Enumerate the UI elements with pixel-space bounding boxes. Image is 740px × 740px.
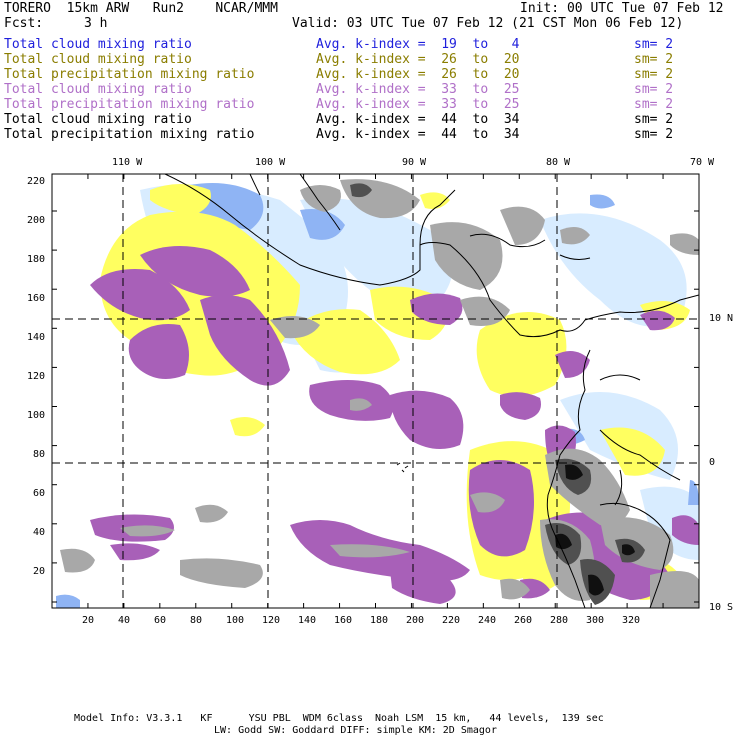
y-tick-label: 80 bbox=[33, 449, 46, 460]
x-tick-label: 60 bbox=[154, 615, 167, 626]
legend-index: Avg. k-index = 26 to 20 bbox=[316, 67, 520, 82]
legend-field: Total precipitation mixing ratio bbox=[4, 127, 255, 142]
legend-index: Avg. k-index = 33 to 25 bbox=[316, 82, 520, 97]
x-tick-label: 180 bbox=[370, 615, 389, 626]
legend-sm: sm= 2 bbox=[634, 82, 674, 97]
legend-field: Total cloud mixing ratio bbox=[4, 82, 192, 97]
lat-label: 0 bbox=[709, 457, 716, 468]
y-tick-label: 100 bbox=[27, 410, 46, 421]
x-tick-label: 200 bbox=[406, 615, 425, 626]
x-tick-label: 220 bbox=[442, 615, 461, 626]
x-tick-label: 260 bbox=[514, 615, 533, 626]
model-title: TORERO 15km ARW Run2 NCAR/MMM bbox=[4, 1, 278, 16]
legend-sm: sm= 2 bbox=[634, 127, 674, 142]
legend-sm: sm= 2 bbox=[634, 112, 674, 127]
x-tick-label: 280 bbox=[550, 615, 569, 626]
axis-ticks bbox=[52, 174, 699, 608]
model-info: Model Info: V3.3.1 KF YSU PBL WDM 6class… bbox=[74, 713, 604, 724]
y-tick-label: 220 bbox=[27, 176, 46, 187]
legend-sm: sm= 2 bbox=[634, 97, 674, 112]
x-tick-label: 120 bbox=[262, 615, 281, 626]
legend-sm: sm= 2 bbox=[634, 52, 674, 67]
legend-index: Avg. k-index = 44 to 34 bbox=[316, 112, 520, 127]
model-physics: LW: Godd SW: Goddard DIFF: simple KM: 2D… bbox=[214, 725, 497, 736]
lat-lon-grid bbox=[52, 174, 699, 608]
forecast-hour: 3 h bbox=[84, 16, 108, 31]
legend-index: Avg. k-index = 33 to 25 bbox=[316, 97, 520, 112]
legend-sm: sm= 2 bbox=[634, 37, 674, 52]
y-tick-label: 60 bbox=[33, 488, 46, 499]
legend-field: Total precipitation mixing ratio bbox=[4, 67, 255, 82]
x-tick-label: 140 bbox=[298, 615, 317, 626]
x-tick-label: 160 bbox=[334, 615, 353, 626]
legend-field: Total cloud mixing ratio bbox=[4, 112, 192, 127]
y-tick-label: 180 bbox=[27, 254, 46, 265]
legend-field: Total cloud mixing ratio bbox=[4, 52, 192, 67]
legend-index: Avg. k-index = 44 to 34 bbox=[316, 127, 520, 142]
forecast-label: Fcst: bbox=[4, 16, 44, 31]
legend-row: Total cloud mixing ratio bbox=[4, 37, 192, 52]
lon-label: 90 W bbox=[402, 157, 427, 168]
legend-index: Avg. k-index = 26 to 20 bbox=[316, 52, 520, 67]
legend-field: Total cloud mixing ratio bbox=[4, 37, 192, 52]
x-tick-label: 100 bbox=[226, 615, 245, 626]
y-tick-label: 140 bbox=[27, 332, 46, 343]
x-tick-label: 80 bbox=[190, 615, 203, 626]
x-tick-label: 320 bbox=[622, 615, 641, 626]
cloud-field-black bbox=[555, 464, 635, 596]
lon-label: 100 W bbox=[255, 157, 286, 168]
x-tick-label: 40 bbox=[118, 615, 131, 626]
legend-sm: sm= 2 bbox=[634, 67, 674, 82]
y-tick-label: 120 bbox=[27, 371, 46, 382]
coastlines bbox=[164, 174, 699, 608]
lat-label: 10 S bbox=[709, 602, 734, 613]
y-tick-label: 200 bbox=[27, 215, 46, 226]
legend-index: Avg. k-index = 19 to 4 bbox=[316, 37, 520, 52]
x-tick-label: 20 bbox=[82, 615, 95, 626]
map-fields bbox=[52, 174, 699, 608]
cloud-field-purple bbox=[90, 246, 699, 604]
init-time: Init: 00 UTC Tue 07 Feb 12 bbox=[520, 1, 724, 16]
lon-label: 80 W bbox=[546, 157, 571, 168]
x-tick-label: 300 bbox=[586, 615, 605, 626]
lon-label: 70 W bbox=[690, 157, 715, 168]
x-tick-label: 240 bbox=[478, 615, 497, 626]
valid-time: Valid: 03 UTC Tue 07 Feb 12 (21 CST Mon … bbox=[292, 16, 684, 31]
y-tick-label: 20 bbox=[33, 566, 46, 577]
lon-label: 110 W bbox=[112, 157, 143, 168]
y-tick-label: 160 bbox=[27, 293, 46, 304]
y-tick-label: 40 bbox=[33, 527, 46, 538]
legend-field: Total precipitation mixing ratio bbox=[4, 97, 255, 112]
lat-label: 10 N bbox=[709, 313, 734, 324]
